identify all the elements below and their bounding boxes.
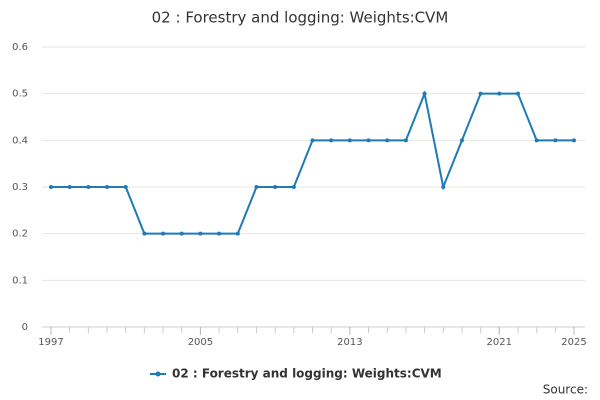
point — [49, 185, 53, 189]
point — [478, 91, 483, 96]
point — [385, 138, 390, 143]
point — [273, 185, 278, 189]
point — [86, 185, 91, 189]
point — [161, 231, 166, 236]
legend-label: 02 : Forestry and logging: Weights:CVM — [172, 367, 442, 381]
point — [217, 231, 222, 236]
point — [142, 231, 147, 236]
point — [497, 91, 502, 96]
point — [534, 138, 539, 143]
point — [553, 138, 558, 143]
y-tick-label: 0.6 — [12, 42, 28, 53]
point — [105, 185, 110, 189]
point — [572, 138, 576, 143]
legend-marker — [155, 371, 161, 377]
x-tick-label: 2013 — [337, 337, 362, 348]
y-tick-label: 0.4 — [12, 135, 28, 146]
x-tick-label: 2021 — [487, 337, 512, 348]
point — [179, 231, 184, 236]
point — [123, 185, 128, 189]
x-tick-label: 1997 — [38, 337, 63, 348]
point — [329, 138, 334, 143]
point — [403, 138, 408, 143]
point — [291, 185, 296, 189]
chart-title: 02 : Forestry and logging: Weights:CVM — [152, 9, 449, 27]
point — [347, 138, 352, 143]
point — [67, 185, 72, 189]
source: Source: — [543, 383, 588, 397]
x-tick-label: 2005 — [188, 337, 213, 348]
point — [198, 231, 203, 236]
point — [515, 91, 520, 96]
point — [235, 231, 240, 236]
y-tick-label: 0.2 — [12, 229, 28, 240]
point — [422, 91, 427, 96]
point — [366, 138, 371, 143]
y-tick-label: 0.1 — [12, 275, 28, 286]
series-line — [51, 90, 574, 235]
point — [441, 185, 446, 189]
point — [254, 185, 259, 189]
point — [459, 138, 464, 143]
point — [310, 138, 315, 143]
y-tick-label: 0 — [22, 322, 28, 333]
y-tick-label: 0.5 — [12, 89, 28, 100]
y-tick-label: 0.3 — [12, 182, 28, 193]
x-tick-label: 2025 — [561, 337, 586, 348]
